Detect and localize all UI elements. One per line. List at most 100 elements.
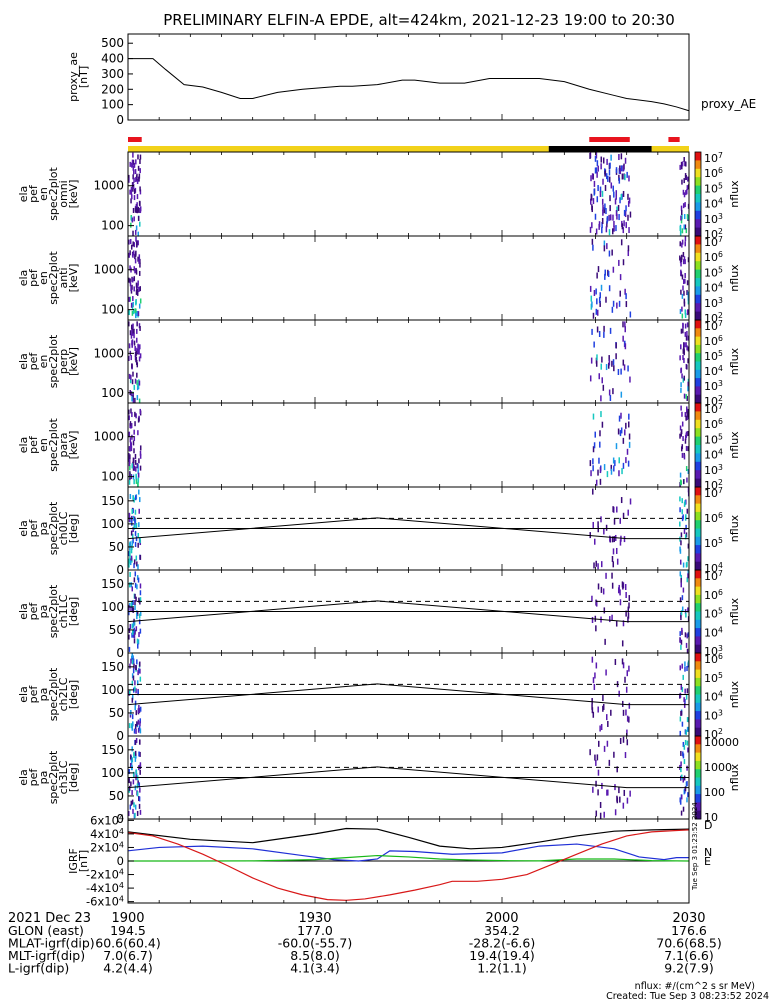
spectrogram-pixel (138, 796, 141, 802)
spectrogram-pixel (686, 189, 688, 195)
spectrogram-pixel (604, 170, 606, 177)
spectrogram-pixel (130, 333, 133, 339)
spectrogram-pixel (128, 321, 130, 327)
spectrogram-pixel (131, 659, 134, 665)
spectrogram-pixel (132, 675, 135, 681)
colorbar-segment (695, 177, 701, 187)
spectrogram-pixel (618, 415, 621, 422)
ephemeris-row-label: MLT-igrf(dip) (8, 948, 85, 963)
colorbar-segment (695, 669, 701, 679)
spectrogram-pixel (130, 530, 133, 536)
spectrogram-pixel (130, 244, 133, 250)
pa-ytick-label: 50 (109, 789, 124, 803)
spectrogram-pixel (589, 532, 591, 539)
spectrogram-pixel (618, 300, 621, 307)
spectrogram-pixel (133, 216, 135, 222)
spectrogram-pixel (134, 804, 137, 810)
spectrogram-pixel (601, 190, 604, 197)
colorbar-unit-label: nflux (728, 514, 741, 542)
spectrogram-pixel (601, 377, 603, 384)
colorbar-segment (695, 369, 701, 379)
axis-label-ch3: pef (27, 768, 40, 787)
colorbar-segment (695, 545, 701, 554)
spectrogram-pixel (137, 417, 140, 423)
colorbar-segment (695, 777, 701, 787)
axis-label-igrf: [nT] (77, 850, 90, 872)
spectrogram-pixel (607, 789, 609, 796)
spectrogram-pixel (130, 446, 133, 452)
spectrogram-pixel (133, 663, 135, 669)
spectrogram-pixel (136, 721, 138, 727)
spectrogram-pixel (605, 364, 608, 371)
spectrogram-pixel (133, 195, 136, 201)
spectrogram-pixel (681, 663, 683, 669)
spectrogram-pixel (606, 789, 608, 796)
ephemeris-value: 194.5 (110, 923, 146, 938)
spectrogram-pixel (132, 538, 134, 544)
footer-created: Created: Tue Sep 3 08:23:52 2024 (606, 991, 769, 1000)
spectrogram-pixel (622, 259, 625, 266)
spectrogram-pixel (138, 270, 141, 276)
spectrogram-pixel (139, 258, 141, 264)
spectrogram-pixel (132, 607, 135, 613)
axis-label-ch2: [deg] (67, 680, 80, 709)
spectrogram-pixel (683, 697, 685, 703)
colorbar-segment (695, 636, 701, 646)
spectrogram-pixel (133, 384, 136, 390)
spectrogram-pixel (622, 662, 625, 669)
spectrogram-pixel (139, 721, 141, 727)
spectrogram-pixel (622, 321, 624, 328)
spectrogram-pixel (604, 184, 607, 191)
spectrogram-pixel (129, 189, 131, 195)
spectrogram-pixel (594, 431, 596, 438)
spectrogram-pixel (589, 749, 591, 756)
spectrogram-pixel (685, 524, 687, 530)
spectrogram-pixel (681, 179, 683, 185)
spectrogram-pixel (137, 719, 140, 725)
spectrogram-pixel (627, 250, 630, 257)
spectrogram-pixel (624, 174, 626, 181)
spectrogram-pixel (135, 688, 137, 694)
spectrogram-pixel (129, 804, 132, 810)
spectrogram-pixel (139, 298, 142, 304)
spectrogram-pixel (682, 328, 684, 334)
spectrogram-pixel (685, 445, 688, 451)
spectrogram-pixel (131, 533, 134, 539)
spectrogram-pixel (618, 259, 620, 266)
spectrogram-pixel (686, 477, 688, 483)
axis-label-anti: pef (27, 268, 40, 287)
spectrogram-pixel (592, 488, 594, 495)
spectrogram-pixel (611, 614, 613, 621)
spectrogram-pixel (684, 729, 687, 735)
spectrogram-pixel (135, 753, 137, 759)
spectrogram-pixel (129, 454, 131, 460)
spectrogram-pixel (681, 164, 683, 170)
axis-label-ch1: ch1LC (57, 594, 70, 628)
energy-ytick-label: 1000 (93, 179, 124, 193)
spectrogram-pixel (608, 229, 611, 236)
spectrogram-pixel (129, 762, 132, 768)
spectrogram-pixel (626, 729, 628, 736)
spectrogram-pixel (628, 665, 630, 672)
spectrogram-pixel (682, 436, 684, 442)
spectrogram-pixel (599, 812, 602, 819)
spectrogram-pixel (128, 239, 130, 245)
spectrogram-pixel (591, 698, 593, 705)
spectrogram-pixel (626, 739, 629, 746)
spectrogram-pixel (684, 666, 686, 672)
spectrogram-pixel (139, 676, 142, 682)
spectrogram-pixel (680, 215, 682, 221)
spectrogram-pixel (591, 707, 594, 714)
spectrogram-pixel (684, 515, 687, 521)
spectrogram-pixel (134, 530, 137, 536)
spectrogram-pixel (612, 457, 615, 464)
spectrogram-pixel (679, 507, 681, 513)
spectrogram-pixel (609, 616, 611, 623)
spectrogram-pixel (680, 582, 682, 588)
spectrogram-pixel (593, 683, 596, 690)
spectrogram-pixel (623, 163, 625, 170)
spectrogram-pixel (681, 293, 684, 299)
spectrogram-pixel (679, 716, 682, 722)
spectrogram-pixel (600, 156, 603, 163)
spectrogram-pixel (600, 284, 603, 291)
